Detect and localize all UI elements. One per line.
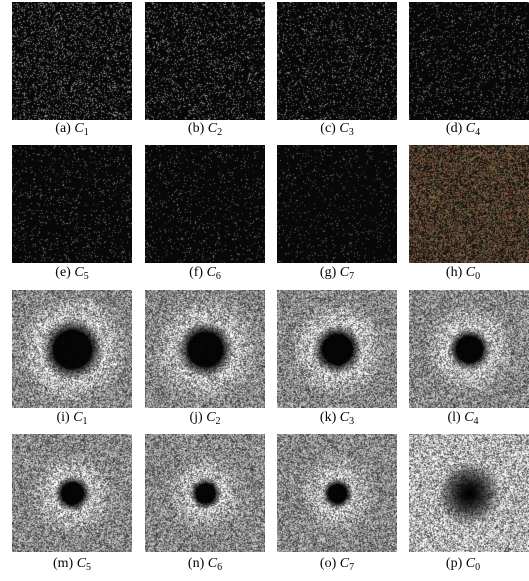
point-distribution-image-e: [12, 145, 132, 263]
caption-o: (o) C7: [319, 556, 355, 573]
caption-g: (g) C7: [319, 265, 355, 282]
point-distribution-image-f: [145, 145, 265, 263]
spectrum-image-n: [145, 434, 265, 552]
caption-a: (a) C1: [55, 121, 89, 138]
caption-m: (m) C5: [52, 556, 92, 573]
caption-j: (j) C2: [189, 410, 221, 427]
caption-h: (h) C0: [445, 265, 481, 282]
caption-l: (l) C4: [447, 410, 479, 427]
point-distribution-image-b: [145, 2, 265, 120]
caption-b: (b) C2: [187, 121, 223, 138]
caption-d: (d) C4: [445, 121, 481, 138]
spectrum-image-k: [277, 290, 397, 408]
spectrum-image-o: [277, 434, 397, 552]
caption-n: (n) C6: [187, 556, 223, 573]
spectrum-image-l: [409, 290, 529, 408]
point-distribution-image-h: [409, 145, 529, 263]
caption-i: (i) C1: [56, 410, 88, 427]
spectrum-image-m: [12, 434, 132, 552]
spectrum-image-p: [409, 434, 529, 552]
caption-c: (c) C3: [320, 121, 354, 138]
point-distribution-image-d: [409, 2, 529, 120]
point-distribution-image-g: [277, 145, 397, 263]
spectrum-image-i: [12, 290, 132, 408]
caption-k: (k) C3: [319, 410, 355, 427]
point-distribution-image-c: [277, 2, 397, 120]
caption-e: (e) C5: [55, 265, 89, 282]
spectrum-image-j: [145, 290, 265, 408]
caption-p: (p) C0: [445, 556, 481, 573]
caption-f: (f) C6: [189, 265, 221, 282]
point-distribution-image-a: [12, 2, 132, 120]
